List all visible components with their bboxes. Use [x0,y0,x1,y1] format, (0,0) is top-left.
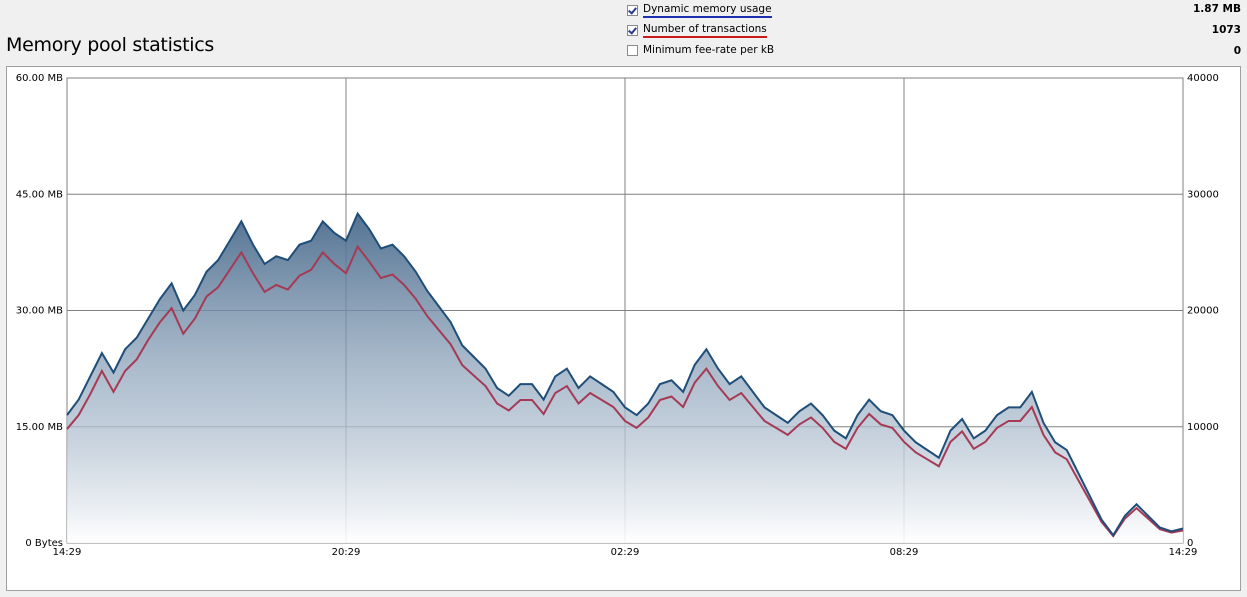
memory-pool-chart: 0 Bytes 0 15.00 MB 10000 30.00 MB 20000 45.00 … [16,73,1219,558]
transactions-line [66,244,1184,538]
page-title: Memory pool statistics [6,34,215,56]
y-left-tick-label: 45.00 MB [16,189,63,200]
y-left-tick-label: 0 Bytes [25,538,63,549]
legend-item-feerate[interactable]: Minimum fee-rate per kB [627,42,774,58]
y-left-tick-label: 60.00 MB [16,73,63,84]
memory-value: 1.87 MB [1192,3,1241,15]
legend-label-memory: Dynamic memory usage [643,3,772,18]
x-tick-label: 02:29 [611,547,640,558]
y-right-tick-label: 0 [1187,538,1193,549]
chart-frame: 0 Bytes 0 15.00 MB 10000 30.00 MB 20000 45.00 … [6,66,1241,591]
legend-item-transactions[interactable]: Number of transactions [627,22,767,38]
x-tick-label: 14:29 [53,547,82,558]
y-right-tick-label: 10000 [1187,422,1219,433]
memory-area [67,213,1183,543]
legend-item-memory[interactable]: Dynamic memory usage [627,2,772,18]
legend-label-feerate: Minimum fee-rate per kB [643,43,775,56]
y-right-tick-label: 20000 [1187,306,1219,317]
y-right-tick-label: 30000 [1187,189,1219,200]
transactions-value: 1073 [1211,24,1241,36]
feerate-checkbox[interactable] [627,44,638,56]
legend-label-transactions: Number of transactions [643,23,767,38]
transactions-checkbox[interactable] [627,24,638,36]
y-right-tick-label: 40000 [1187,73,1219,84]
x-tick-label: 08:29 [890,547,919,558]
memory-checkbox[interactable] [627,4,638,16]
x-tick-label: 14:29 [1169,547,1198,558]
y-left-tick-label: 15.00 MB [16,422,63,433]
y-left-tick-label: 30.00 MB [16,306,63,317]
memory-line [66,211,1184,538]
feerate-value: 0 [1233,45,1241,57]
x-tick-label: 20:29 [332,547,361,558]
